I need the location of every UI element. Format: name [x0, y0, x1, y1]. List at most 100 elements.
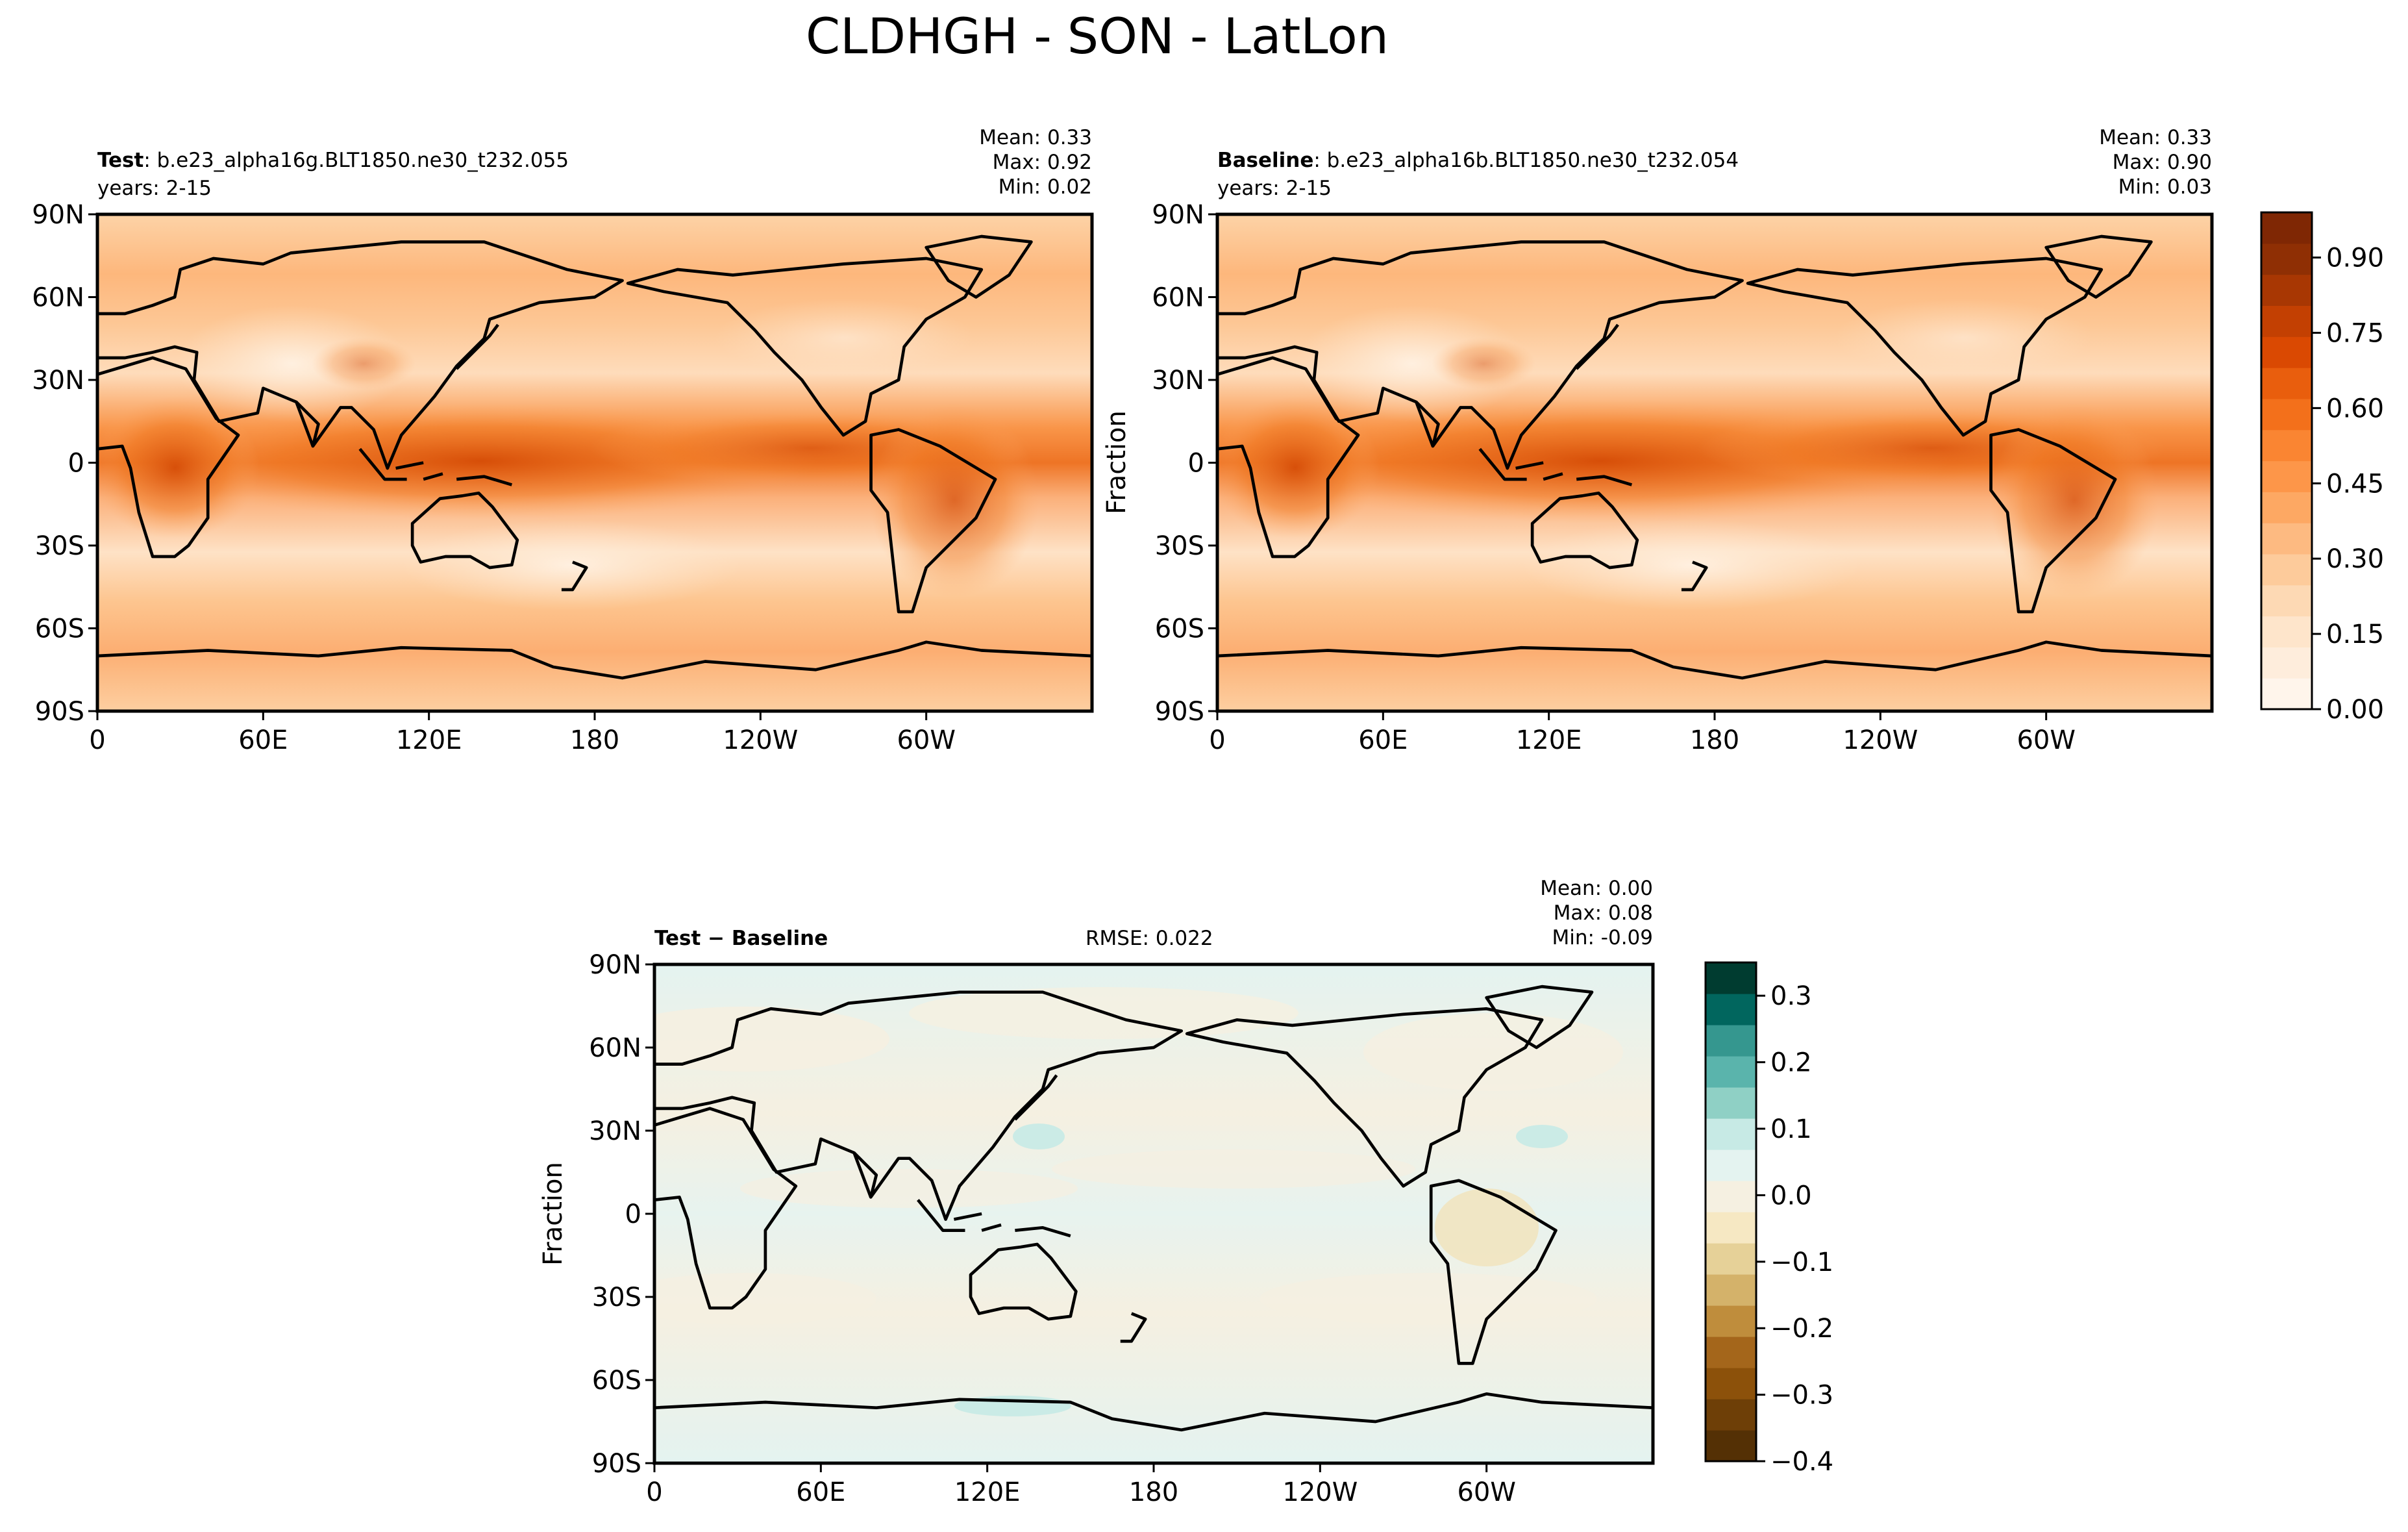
- y-tick-label: 30N: [589, 1116, 641, 1146]
- x-tick-label: 60W: [897, 725, 955, 755]
- main-colorbar: 0.00 0.15 0.30 0.45 0.60 0.75 0.90: [2260, 211, 2384, 725]
- diff-stat-min: Min: -0.09: [1552, 926, 1653, 949]
- y-tick-label: 60S: [35, 614, 84, 644]
- baseline-y-ticks: 90N 60N 30N 0 30S 60S 90S: [1152, 200, 1217, 727]
- colorbar-tick-label: 0.2: [1770, 1048, 1812, 1078]
- baseline-years: years: 2-15: [1217, 177, 1332, 200]
- colorbar-swatch: [2261, 212, 2312, 244]
- test-label-bold: Test: [97, 149, 144, 172]
- panel-baseline: Baseline: b.e23_alpha16b.BLT1850.ne30_t2…: [1102, 126, 2214, 755]
- colorbar-tick-label: 0.00: [2326, 695, 2384, 725]
- colorbar-tick-label: −0.4: [1770, 1447, 1833, 1477]
- test-stat-min: Min: 0.02: [999, 175, 1092, 199]
- colorbar-tick-label: 0.0: [1770, 1181, 1812, 1211]
- colorbar-swatch: [1706, 1243, 1756, 1275]
- x-tick-label: 120E: [396, 725, 462, 755]
- y-tick-label: 30S: [592, 1283, 641, 1312]
- baseline-label-bold: Baseline: [1217, 149, 1313, 172]
- colorbar-tick-label: 0.30: [2326, 544, 2384, 574]
- colorbar-frame: [1704, 961, 1757, 1463]
- colorbar-swatch: [1706, 1368, 1756, 1400]
- colorbar-swatch: [2261, 678, 2312, 710]
- x-tick-label: 120W: [1282, 1477, 1358, 1507]
- diff-stat-mean: Mean: 0.00: [1540, 877, 1653, 900]
- colorbar-swatch: [2261, 368, 2312, 399]
- colorbar-swatch: [1706, 1118, 1756, 1150]
- test-stat-max: Max: 0.92: [993, 151, 1092, 174]
- svg-text:Baseline: b.e23_alpha16b.BLT18: Baseline: b.e23_alpha16b.BLT1850.ne30_t2…: [1217, 149, 1739, 172]
- colorbar-swatch: [2261, 336, 2312, 368]
- y-tick-label: 0: [68, 449, 84, 479]
- colorbar-swatch: [2261, 243, 2312, 275]
- colorbar-swatch: [2261, 647, 2312, 679]
- x-tick-label: 60E: [1358, 725, 1408, 755]
- diff-y-label: Fraction: [538, 1162, 568, 1266]
- colorbar-swatch: [1706, 1305, 1756, 1337]
- colorbar-swatch: [1706, 1430, 1756, 1462]
- x-tick-label: 180: [570, 725, 619, 755]
- colorbar-swatch: [2261, 460, 2312, 492]
- test-label-rest: : b.e23_alpha16g.BLT1850.ne30_t232.055: [143, 149, 569, 172]
- colorbar-tick-label: 0.75: [2326, 318, 2384, 348]
- colorbar-swatch: [1706, 994, 1756, 1025]
- diff-colorbar: 0.3 0.2 0.1 0.0 −0.1 −0.2 −0.3 −0.4: [1704, 961, 1833, 1477]
- x-tick-label: 120E: [954, 1477, 1021, 1507]
- y-tick-label: 90S: [592, 1449, 641, 1479]
- colorbar-tick-label: 0.45: [2326, 469, 2384, 499]
- y-tick-label: 90N: [1152, 200, 1204, 230]
- colorbar-swatch: [2261, 429, 2312, 462]
- colorbar-swatch: [2261, 523, 2312, 555]
- y-tick-label: 0: [625, 1199, 641, 1229]
- colorbar-swatch: [2261, 584, 2312, 617]
- x-tick-label: 60W: [1457, 1477, 1515, 1507]
- x-tick-label: 60W: [2017, 725, 2075, 755]
- x-tick-label: 180: [1690, 725, 1739, 755]
- colorbar-swatch: [1706, 1025, 1756, 1057]
- y-tick-label: 90S: [1155, 697, 1204, 727]
- y-tick-label: 60N: [589, 1033, 641, 1063]
- x-tick-label: 120W: [1843, 725, 1918, 755]
- colorbar-swatch: [1706, 1212, 1756, 1244]
- test-stat-mean: Mean: 0.33: [979, 126, 1092, 149]
- colorbar-swatch: [2261, 616, 2312, 647]
- colorbar-swatch: [2261, 305, 2312, 337]
- y-tick-label: 0: [1188, 449, 1204, 479]
- x-tick-label: 120W: [723, 725, 798, 755]
- colorbar-swatch: [1706, 1337, 1756, 1368]
- panel-test: Test: b.e23_alpha16g.BLT1850.ne30_t232.0…: [32, 126, 1094, 755]
- colorbar-tick-label: 0.60: [2326, 394, 2384, 423]
- diff-stat-max: Max: 0.08: [1554, 901, 1653, 925]
- test-map-field: [97, 214, 1092, 711]
- colorbar-swatch: [1706, 1149, 1756, 1181]
- y-tick-label: 30N: [32, 366, 84, 396]
- colorbar-swatch: [1706, 962, 1756, 994]
- x-tick-label: 180: [1129, 1477, 1178, 1507]
- diff-map-field: [654, 964, 1653, 1463]
- x-tick-label: 0: [1209, 725, 1225, 755]
- y-tick-label: 60N: [32, 283, 84, 313]
- colorbar-frame: [2260, 211, 2313, 710]
- baseline-stat-max: Max: 0.90: [2113, 151, 2212, 174]
- colorbar-tick-label: −0.2: [1770, 1314, 1833, 1344]
- colorbar-tick-label: 0.3: [1770, 981, 1812, 1011]
- baseline-y-label: Fraction: [1102, 410, 1132, 514]
- y-tick-label: 30S: [1155, 531, 1204, 561]
- diff-label: Test − Baseline: [654, 927, 828, 950]
- baseline-map-field: [1217, 214, 2212, 711]
- colorbar-swatch: [2261, 492, 2312, 523]
- x-tick-label: 120E: [1516, 725, 1582, 755]
- colorbar-swatch: [1706, 1087, 1756, 1119]
- baseline-x-ticks: 0 60E 120E 180 120W 60W: [1209, 711, 2076, 755]
- y-tick-label: 60N: [1152, 283, 1204, 313]
- diff-rmse: RMSE: 0.022: [1086, 927, 1213, 950]
- colorbar-tick-label: −0.1: [1770, 1248, 1833, 1277]
- y-tick-label: 60S: [592, 1366, 641, 1396]
- test-y-ticks: 90N 60N 30N 0 30S 60S 90S: [32, 200, 97, 727]
- colorbar-swatch: [1706, 1181, 1756, 1212]
- colorbar-swatch: [1706, 1399, 1756, 1431]
- colorbar-swatch: [2261, 553, 2312, 586]
- colorbar-tick-label: 0.90: [2326, 244, 2384, 273]
- test-x-ticks: 0 60E 120E 180 120W 60W: [89, 711, 956, 755]
- svg-text:Test: b.e23_alpha16g.BLT1850.n: Test: b.e23_alpha16g.BLT1850.ne30_t232.0…: [97, 149, 569, 172]
